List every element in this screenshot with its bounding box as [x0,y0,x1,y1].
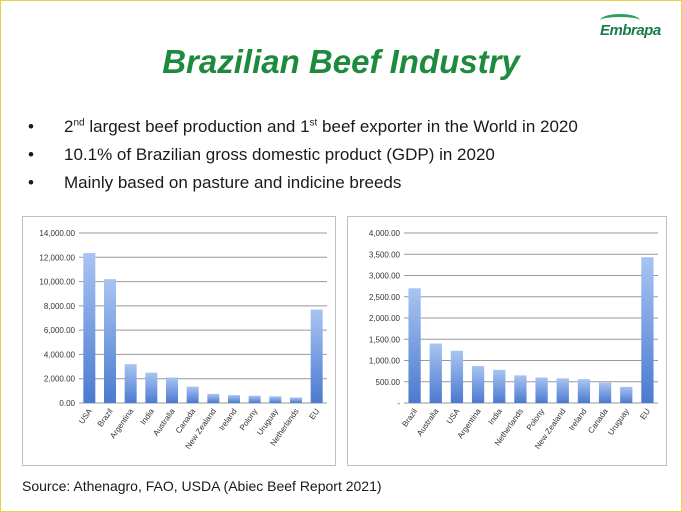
y-tick-label: 4,000.00 [44,350,76,359]
bullet-superscript: nd [73,117,85,129]
bullet-text: 10.1% of Brazilian gross domestic produc… [64,145,495,164]
bullet-dot: • [28,117,34,136]
bar-uruguay [269,396,282,403]
x-tick-label: Brazil [96,407,115,429]
x-tick-label: India [139,407,157,427]
x-tick-label: Brazil [400,407,419,429]
export-chart-panel: - 500.00 1,000.00 1,500.00 2,000.00 2,500.00 3… [347,216,667,466]
y-tick-label: 3,000.00 [369,272,401,281]
bar-netherlands [514,375,527,403]
bullet-item-production: • 2nd largest beef production and 1st be… [28,116,578,144]
y-tick-label: 3,500.00 [369,250,401,259]
y-tick-label: 4,000.00 [369,229,401,238]
y-tick-label: 2,500.00 [369,293,401,302]
y-tick-label: 2,000.00 [369,314,401,323]
bar-brazil [408,288,421,403]
y-tick-label: 1,000.00 [369,357,401,366]
embrapa-logo: Embrapa [598,14,664,42]
bar-uruguay [620,386,633,403]
x-tick-label: USA [77,406,94,425]
y-tick-label: - [397,399,400,408]
bar-brazil [104,279,116,403]
bullet-text-part: largest beef production and 1 [84,117,310,136]
bar-australia [166,377,178,403]
bar-eu [310,309,323,403]
x-tick-label: Polony [525,407,546,432]
bar-new-zealand [207,393,220,403]
x-tick-label: Polony [238,407,259,432]
bar-usa [450,350,464,403]
bar-australia [429,343,442,403]
x-tick-label: EU [638,407,652,421]
page-title: Brazilian Beef Industry [162,43,520,80]
x-tick-label: Ireland [567,407,588,432]
bullet-dot: • [28,173,34,192]
y-tick-label: 10,000.00 [39,278,75,287]
bar-canada [186,386,199,403]
bar-argentina [471,366,485,403]
y-tick-label: 2,000.00 [44,375,76,384]
x-tick-label: Australia [415,407,441,438]
y-tick-label: 1,500.00 [369,335,401,344]
bar-india [145,372,158,403]
bullet-text-part: 2 [64,117,74,136]
bullet-item-gdp: • 10.1% of Brazilian gross domestic prod… [28,144,578,172]
x-tick-label: Australia [151,407,177,438]
bar-ireland [577,379,591,403]
bullet-list: • 2nd largest beef production and 1st be… [28,116,578,200]
x-tick-label: Uruguay [606,407,631,437]
bar-usa [83,253,96,403]
source-caption: Source: Athenagro, FAO, USDA (Abiec Beef… [22,478,382,494]
bar-canada [598,382,612,403]
y-tick-label: 14,000.00 [39,229,75,238]
y-tick-label: 8,000.00 [44,302,76,311]
logo-text: Embrapa [600,22,661,39]
x-tick-label: Ireland [217,407,238,432]
bar-polony [248,395,261,403]
y-tick-label: 500.00 [376,378,401,387]
y-tick-label: 12,000.00 [39,253,75,262]
export-chart: - 500.00 1,000.00 1,500.00 2,000.00 2,500.00 3… [369,229,658,451]
bullet-superscript: st [309,117,318,129]
logo-arc-icon [600,14,640,27]
x-tick-label: EU [308,407,322,421]
bullet-text-part: beef exporter in the World in 2020 [317,117,578,136]
y-tick-label: 6,000.00 [44,326,76,335]
bar-argentina [124,364,137,403]
bar-india [493,369,506,403]
bar-ireland [228,395,240,403]
x-tick-label: India [487,407,505,427]
bar-netherlands [290,397,302,403]
bullet-text: Mainly based on pasture and indicine bre… [64,173,402,192]
bar-new-zealand [556,378,569,403]
x-tick-label: USA [445,406,462,425]
y-tick-label: 0.00 [59,399,75,408]
production-chart: 0.00 2,000.00 4,000.00 6,000.00 8,000.00 10,0… [39,229,327,451]
bullet-dot: • [28,145,34,164]
bar-eu [641,257,654,403]
bar-polony [535,377,548,403]
bullet-item-pasture: • Mainly based on pasture and indicine b… [28,172,578,200]
production-chart-panel: 0.00 2,000.00 4,000.00 6,000.00 8,000.00 10,0… [22,216,336,466]
